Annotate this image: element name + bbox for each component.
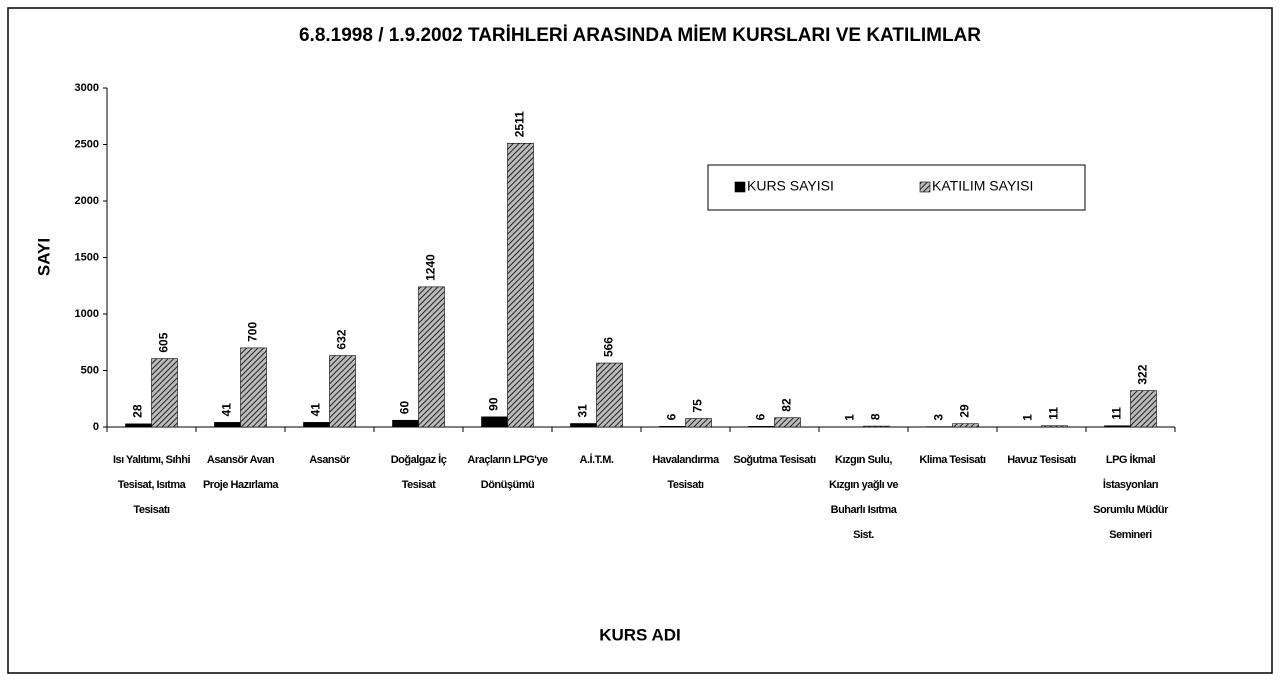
- data-label: 3: [932, 414, 946, 421]
- y-tick-label: 1500: [75, 251, 99, 263]
- y-tick-label: 2000: [75, 195, 99, 207]
- frame: [7, 7, 1273, 674]
- data-label: 11: [1110, 407, 1124, 420]
- x-tick-label: LPG İkmal İstasyonları Sorumlu Müdür Sem…: [1093, 454, 1168, 541]
- y-tick-label: 3000: [75, 82, 99, 94]
- data-label: 29: [958, 404, 972, 418]
- data-label: 28: [131, 404, 145, 418]
- data-label: 31: [576, 404, 590, 418]
- bar: [303, 422, 330, 428]
- bar: [329, 355, 356, 428]
- bar: [392, 419, 419, 428]
- x-tick-label: Havuz Tesisatı: [1007, 454, 1076, 466]
- bar: [596, 362, 623, 428]
- y-tick-label: 1000: [75, 308, 99, 320]
- legend-label: KURS SAYISI: [747, 178, 834, 194]
- bar: [418, 286, 445, 428]
- data-label: 322: [1136, 364, 1150, 384]
- data-label: 632: [335, 329, 349, 349]
- data-label: 41: [220, 403, 234, 417]
- bar: [481, 416, 508, 428]
- data-label: 8: [869, 413, 883, 420]
- bar: [952, 423, 979, 428]
- bar: [240, 347, 267, 428]
- bar: [1104, 425, 1131, 428]
- bar: [570, 423, 597, 428]
- x-tick-label: Asansör Avan Proje Hazırlama: [202, 454, 279, 491]
- x-tick-label: Araçların LPG'ye Dönüşümü: [467, 454, 548, 491]
- data-label: 82: [780, 398, 794, 412]
- data-label: 60: [398, 401, 412, 415]
- data-label: 566: [602, 337, 616, 357]
- data-label: 2511: [513, 111, 527, 137]
- chart-title: 6.8.1998 / 1.9.2002 TARİHLERİ ARASINDA M…: [299, 25, 981, 46]
- bar: [151, 358, 178, 428]
- x-tick-label: Isı Yalıtımı, Sıhhi Tesisat, Isıtma Tesi…: [112, 454, 191, 516]
- y-tick-label: 2500: [75, 138, 99, 150]
- bar: [685, 418, 712, 428]
- x-axis-label: KURS ADI: [599, 625, 681, 644]
- x-tick-label: Havalandırma Tesisatı: [652, 454, 719, 491]
- bar: [863, 425, 890, 428]
- legend-label: KATILIM SAYISI: [932, 178, 1033, 194]
- data-label: 605: [157, 332, 171, 352]
- data-label: 75: [691, 399, 705, 413]
- bar: [214, 422, 241, 428]
- x-tick-label: Doğalgaz İç Tesisat: [390, 454, 447, 491]
- x-tick-label: Kızgın Sulu, Kızgın yağlı ve Buharlı Isı…: [829, 454, 898, 541]
- y-axis-label: SAYI: [34, 238, 53, 276]
- data-label: 6: [665, 413, 679, 420]
- data-label: 1: [1021, 414, 1035, 421]
- x-tick-label: Asansör: [309, 454, 350, 466]
- bar: [125, 423, 152, 428]
- y-tick-label: 0: [93, 421, 99, 433]
- bar: [748, 426, 775, 428]
- y-tick-label: 500: [81, 364, 99, 376]
- data-label: 1: [843, 414, 857, 421]
- bar: [1041, 425, 1068, 428]
- data-label: 90: [487, 397, 501, 411]
- data-label: 6: [754, 413, 768, 420]
- data-label: 11: [1047, 407, 1061, 420]
- legend-swatch: [919, 181, 931, 193]
- bar: [774, 417, 801, 428]
- bar: [659, 426, 686, 428]
- x-tick-label: Soğutma Tesisatı: [733, 454, 816, 466]
- x-tick-label: A.İ.T.M.: [579, 454, 614, 466]
- x-tick-label: Klima Tesisatı: [919, 454, 986, 466]
- data-label: 700: [246, 322, 260, 342]
- data-label: 41: [309, 403, 323, 417]
- data-label: 1240: [424, 254, 438, 281]
- bar: [507, 142, 534, 428]
- legend: [707, 164, 1086, 211]
- bar: [1130, 390, 1157, 428]
- legend-swatch: [734, 181, 746, 193]
